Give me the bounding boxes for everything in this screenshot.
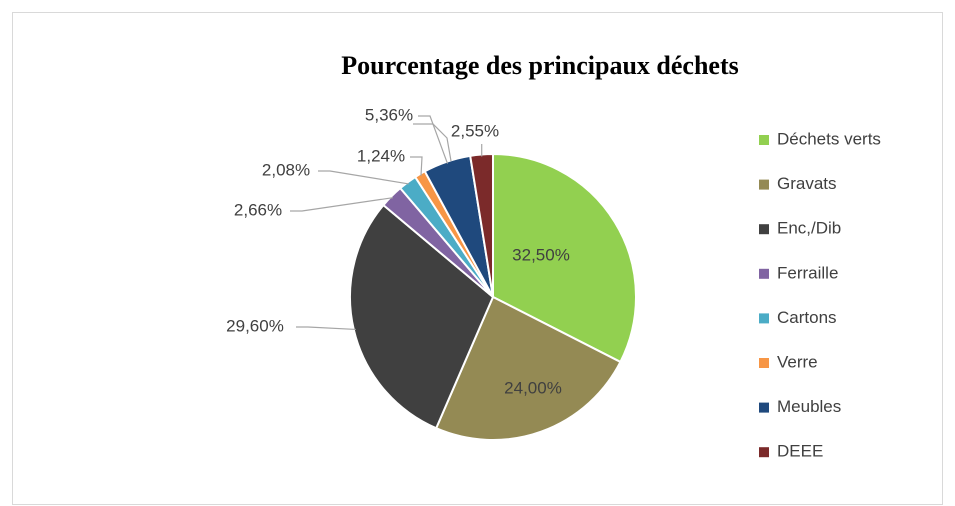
data-label: 2,66%: [234, 200, 282, 219]
data-label: 32,50%: [512, 245, 570, 264]
legend-swatch: [759, 313, 769, 324]
legend-label: Déchets verts: [777, 129, 881, 148]
leader-line: [413, 123, 452, 162]
legend-swatch: [759, 268, 769, 279]
data-label: 29,60%: [226, 316, 284, 335]
legend-label: Verre: [777, 352, 818, 371]
legend-swatch: [759, 224, 769, 235]
legend-label: Ferraille: [777, 263, 838, 282]
legend-label: Meubles: [777, 397, 841, 416]
legend-swatch: [759, 402, 769, 413]
leader-line: [290, 197, 394, 212]
legend-label: Gravats: [777, 174, 837, 193]
data-label: 1,24%: [357, 146, 405, 165]
pie-slice: [434, 295, 622, 441]
leader-line: [318, 170, 409, 185]
data-label: 2,08%: [262, 160, 310, 179]
leader-line: [296, 326, 356, 331]
chart-title: Pourcentage des principaux déchets: [341, 51, 738, 80]
legend-label: Enc,/Dib: [777, 219, 841, 238]
data-label: 5,36%: [365, 105, 413, 124]
leader-line: [410, 156, 423, 176]
pie-slice: [492, 152, 637, 364]
legend-label: Cartons: [777, 308, 837, 327]
legend-swatch: [759, 358, 769, 368]
data-label: 2,55%: [451, 121, 499, 140]
data-label: 24,00%: [504, 378, 562, 397]
leader-line: [418, 115, 449, 164]
legend-swatch: [759, 447, 769, 458]
legend-swatch: [759, 135, 769, 145]
legend-label: DEEE: [777, 442, 823, 461]
legend-swatch: [759, 179, 769, 190]
